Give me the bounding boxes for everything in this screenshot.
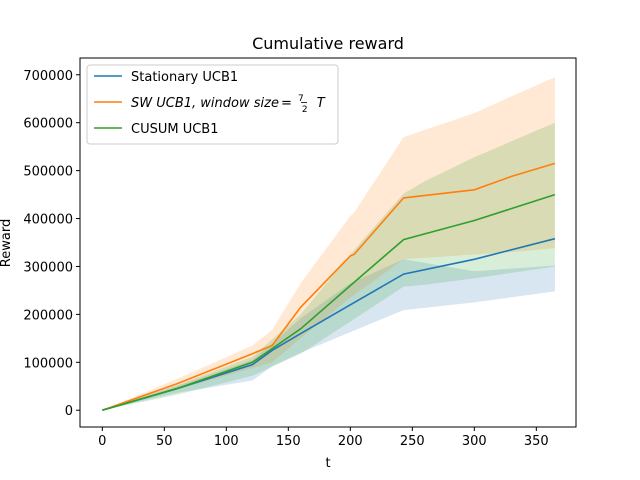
confidence-bands <box>102 77 555 411</box>
legend-box <box>86 64 339 145</box>
x-tick-label-100: 100 <box>214 434 239 449</box>
y-axis-ticks: 0 100000 200000 300000 400000 500000 600000 700… <box>23 69 80 419</box>
band-sw-ucb1-window-size-7-2-t <box>102 77 555 411</box>
legend-fraction-den: 2 <box>302 105 308 115</box>
x-tick-label-50: 50 <box>156 434 173 449</box>
band-cusum-ucb1 <box>102 122 555 411</box>
series-lines <box>102 162 556 411</box>
legend-fraction-num: 7 <box>298 94 304 104</box>
legend-label-cusum-ucb1: CUSUM UCB1 <box>131 122 219 137</box>
y-tick-label-700000: 700000 <box>23 69 73 84</box>
x-axis-ticks: 0 50 100 150 200 250 300 350 <box>98 427 549 449</box>
y-tick-label-500000: 500000 <box>23 165 73 180</box>
legend: Stationary UCB1 SW UCB1, window size = 7 … <box>86 64 339 145</box>
y-axis-label: Reward <box>0 219 14 267</box>
legend-label-sw-ucb1-prefix: SW UCB1, window size <box>131 96 279 111</box>
chart-title: Cumulative reward <box>252 34 404 53</box>
plot-frame <box>79 57 577 428</box>
x-tick-label-350: 350 <box>524 434 549 449</box>
x-tick-label-200: 200 <box>338 434 363 449</box>
y-tick-label-100000: 100000 <box>23 356 73 371</box>
line-cusum-ucb1 <box>102 193 556 411</box>
y-tick-label-600000: 600000 <box>23 117 73 132</box>
legend-label-sw-ucb1-suffix: T <box>317 96 326 111</box>
line-sw-ucb1-window-size-7-2-t <box>102 162 556 411</box>
band-stationary-ucb1 <box>102 259 555 411</box>
y-tick-label-0: 0 <box>65 404 73 419</box>
x-tick-label-0: 0 <box>98 434 106 449</box>
x-axis-label: t <box>325 456 330 471</box>
y-tick-label-300000: 300000 <box>23 260 73 275</box>
x-tick-label-150: 150 <box>276 434 301 449</box>
y-tick-label-200000: 200000 <box>23 308 73 323</box>
y-tick-label-400000: 400000 <box>23 213 73 228</box>
x-tick-label-300: 300 <box>462 434 487 449</box>
x-tick-label-250: 250 <box>400 434 425 449</box>
legend-label-stationary-ucb1: Stationary UCB1 <box>131 70 238 85</box>
legend-label-sw-ucb1: SW UCB1, window size = 7 2 T <box>131 90 326 116</box>
